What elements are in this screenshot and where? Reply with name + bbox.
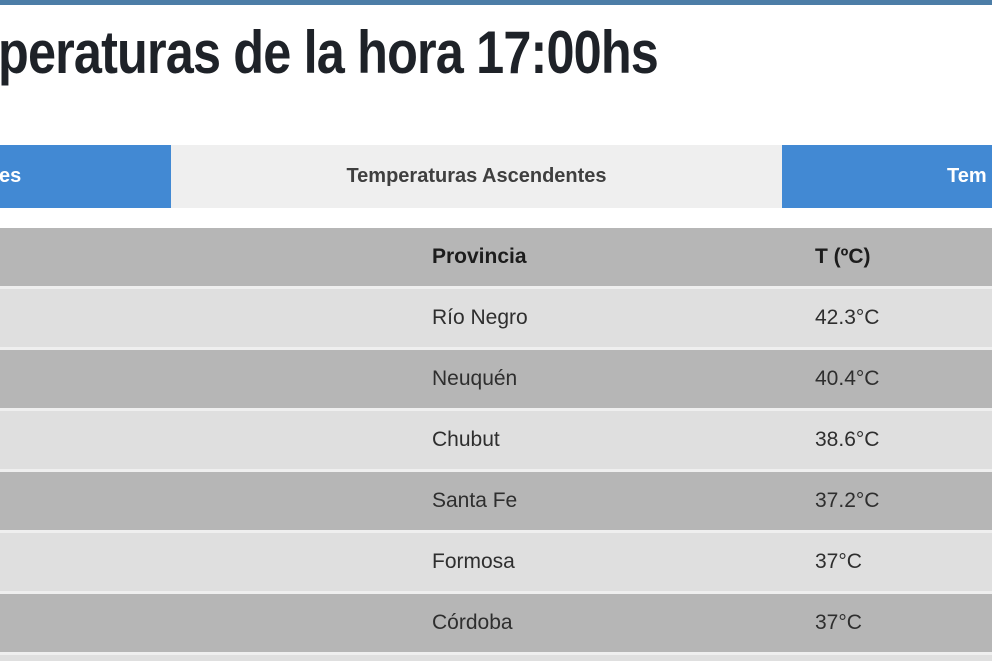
province-name: Córdoba [432,611,513,634]
table-row: Santa Fe 37.2°C [0,472,992,533]
tab-left-partial[interactable]: es [0,145,171,208]
province-name: Santa Fe [432,489,518,512]
table-row-partial [0,655,992,661]
temperature-table: Provincia T (ºC) Río Negro 42.3°C Neuqué… [0,228,992,661]
province-name: Chubut [432,428,500,451]
tab-right-partial[interactable]: Tem [782,145,992,208]
table-row: Río Negro 42.3°C [0,289,992,350]
column-header-provincia: Provincia [432,245,527,268]
tab-bar: es Temperaturas Ascendentes Tem [0,145,992,208]
temperature-value: 40.4°C [815,367,880,390]
page-title: peraturas de la hora 17:00hs [0,19,659,86]
table-row: Neuquén 40.4°C [0,350,992,411]
tab-temperaturas-ascendentes[interactable]: Temperaturas Ascendentes [171,145,782,208]
table-row: Córdoba 37°C [0,594,992,655]
temperature-value: 38.6°C [815,428,880,451]
column-header-temperature: T (ºC) [815,245,871,268]
temperature-value: 42.3°C [815,306,880,329]
temperature-value: 37°C [815,550,862,573]
table-header-row: Provincia T (ºC) [0,228,992,289]
top-accent-bar [0,0,992,5]
province-name: Neuquén [432,367,518,390]
table-row: Chubut 38.6°C [0,411,992,472]
temperature-value: 37.2°C [815,489,880,512]
temperature-value: 37°C [815,611,862,634]
province-name: Río Negro [432,306,528,329]
province-name: Formosa [432,550,515,573]
table-row: Formosa 37°C [0,533,992,594]
